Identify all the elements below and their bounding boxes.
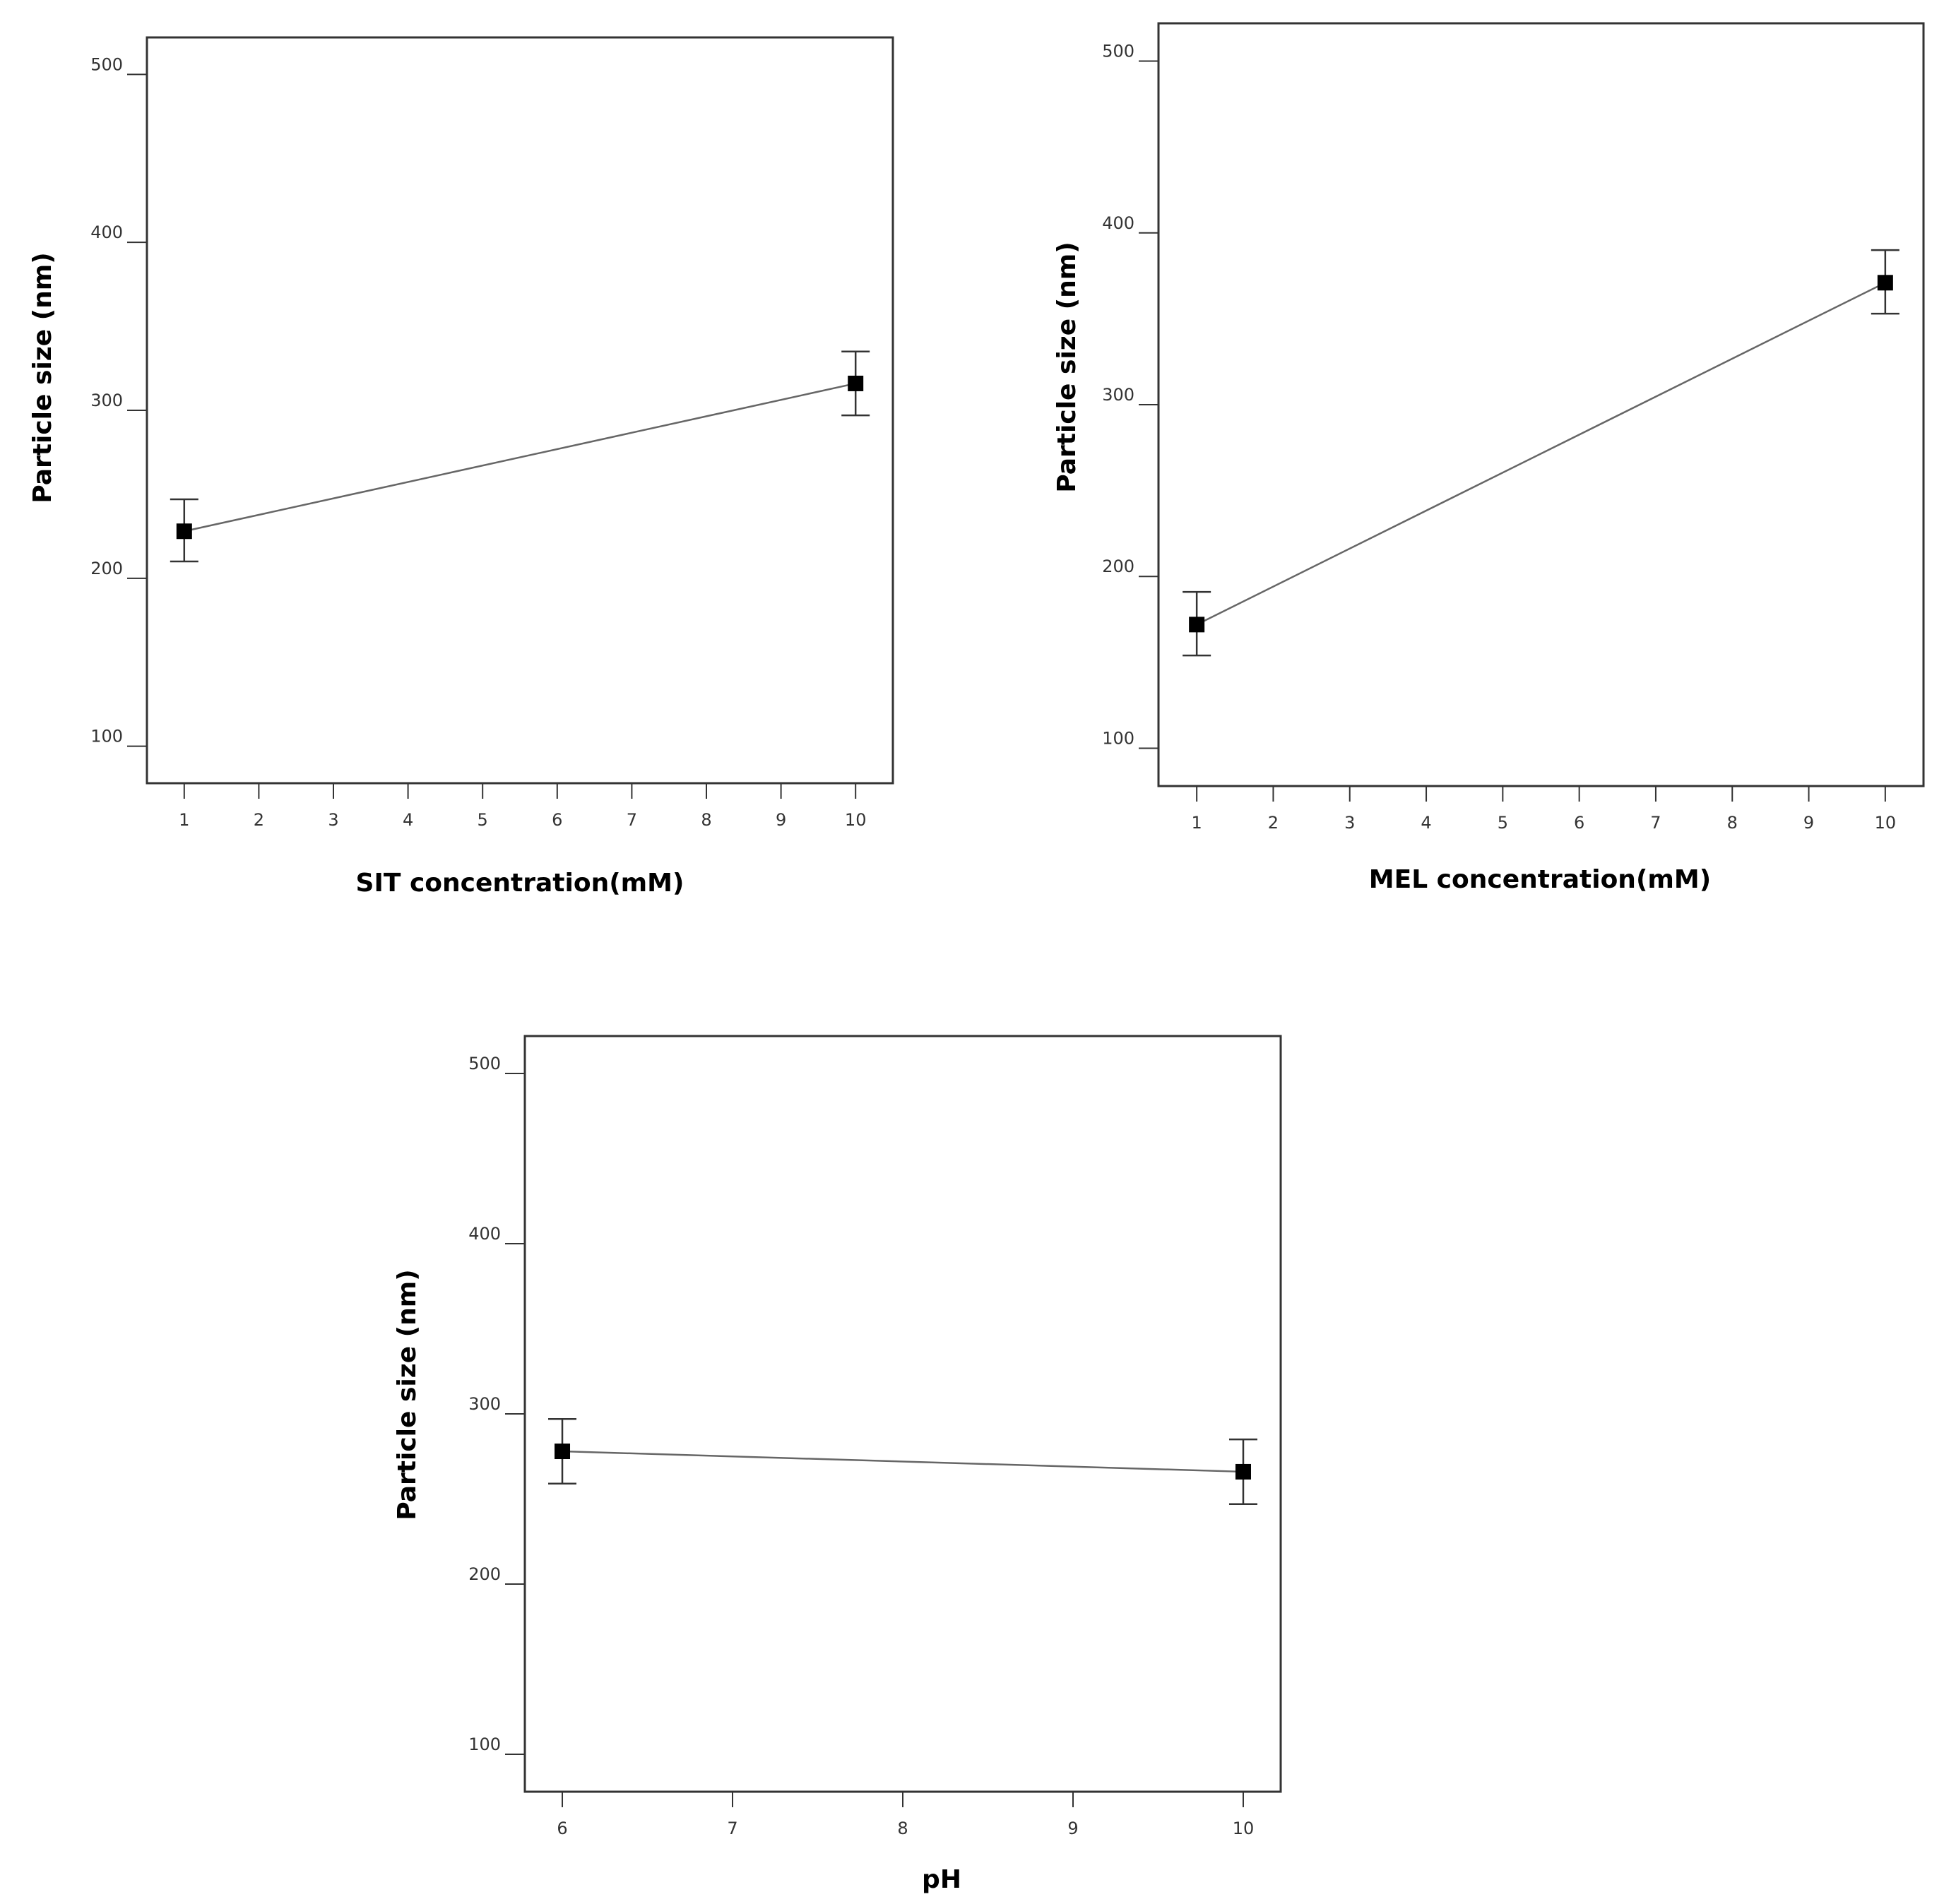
data-point-marker	[555, 1444, 571, 1460]
x-tick-label: 1	[1192, 813, 1202, 833]
data-point-marker	[1235, 1463, 1251, 1480]
x-tick-label: 6	[557, 1819, 567, 1838]
chart-panel-sit: 100 200 300 400 500 1 2 3 4 5 6 7 8 9 10 SIT concentra…	[28, 36, 894, 898]
y-tick-label: 400	[1102, 213, 1134, 233]
y-tick-label: 500	[90, 54, 123, 74]
plot-frame	[1157, 22, 1925, 787]
y-tick-label: 400	[90, 222, 123, 242]
x-tick-label: 2	[254, 810, 264, 830]
y-tick-label: 300	[1102, 385, 1134, 405]
x-tick-label: 2	[1268, 813, 1279, 833]
x-tick-label: 4	[1421, 813, 1431, 833]
y-tick-label: 300	[90, 391, 123, 410]
x-tick-label: 8	[1727, 813, 1738, 833]
series-line	[562, 1450, 1244, 1473]
x-tick-label: 9	[1067, 1819, 1078, 1838]
y-tick-label: 300	[468, 1394, 501, 1414]
y-tick-label: 100	[90, 727, 123, 746]
x-tick-label: 7	[727, 1819, 737, 1838]
chart-marks: 100 200 300 400 500 1 2 3 4 5 6 7 8 9 10	[1102, 42, 1899, 833]
x-tick-label: 9	[776, 810, 786, 830]
y-axis-title: Particle size (nm)	[1053, 242, 1081, 492]
x-tick-label: 1	[179, 810, 189, 830]
chart-panel-mel: 100 200 300 400 500 1 2 3 4 5 6 7 8 9 10 MEL concentra…	[1053, 22, 1925, 894]
chart-panel-ph: 100 200 300 400 500 6 7 8 9 10 pH Particle size (…	[393, 1035, 1282, 1894]
series-line	[184, 382, 856, 532]
x-tick-label: 3	[1344, 813, 1355, 833]
data-point-marker	[176, 523, 192, 540]
x-tick-label: 9	[1803, 813, 1814, 833]
x-tick-label: 6	[552, 810, 562, 830]
x-tick-label: 7	[627, 810, 637, 830]
y-axis-title: Particle size (nm)	[28, 252, 57, 503]
y-tick-label: 500	[468, 1054, 501, 1073]
data-point-marker	[848, 375, 864, 391]
y-tick-label: 200	[468, 1564, 501, 1584]
y-tick-label: 200	[1102, 557, 1134, 576]
x-tick-label: 5	[478, 810, 488, 830]
x-axis-title: MEL concentration(mM)	[1369, 865, 1711, 894]
plot-frame	[523, 1035, 1282, 1793]
x-tick-label: 10	[845, 810, 867, 830]
plot-frame	[146, 36, 894, 785]
x-tick-label: 7	[1650, 813, 1661, 833]
x-tick-label: 10	[1875, 813, 1897, 833]
y-tick-label: 200	[90, 559, 123, 578]
x-tick-label: 8	[897, 1819, 908, 1838]
x-tick-label: 3	[328, 810, 338, 830]
y-tick-label: 500	[1102, 42, 1134, 61]
y-tick-label: 400	[468, 1224, 501, 1244]
series-line	[1196, 282, 1886, 626]
x-tick-label: 4	[403, 810, 413, 830]
x-tick-label: 5	[1498, 813, 1508, 833]
chart-marks: 100 200 300 400 500 6 7 8 9 10	[468, 1054, 1257, 1838]
data-point-marker	[1189, 617, 1205, 633]
chart-marks: 100 200 300 400 500 1 2 3 4 5 6 7 8 9 10	[90, 54, 870, 830]
x-tick-label: 6	[1574, 813, 1584, 833]
x-tick-label: 8	[701, 810, 711, 830]
y-axis-title: Particle size (nm)	[393, 1269, 422, 1520]
y-tick-label: 100	[1102, 728, 1134, 748]
x-axis-title: SIT concentration(mM)	[356, 869, 684, 898]
y-tick-label: 100	[468, 1735, 501, 1754]
x-axis-title: pH	[922, 1865, 961, 1894]
x-tick-label: 10	[1233, 1819, 1255, 1838]
data-point-marker	[1877, 275, 1893, 291]
